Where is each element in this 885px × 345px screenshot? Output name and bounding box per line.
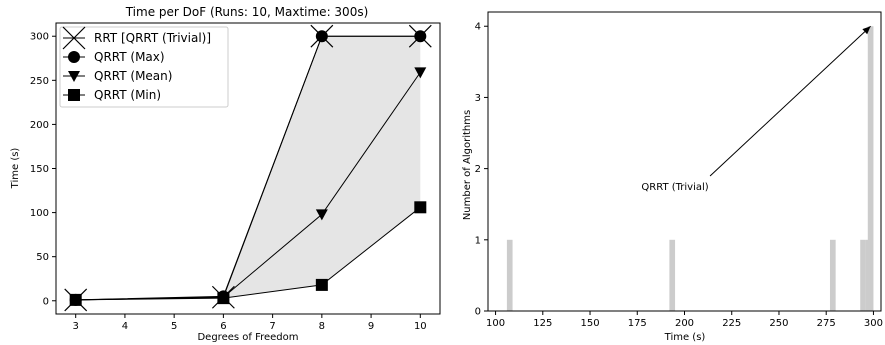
x-tick-label: 7 <box>269 321 275 332</box>
legend-marker-triangle-down <box>68 71 80 82</box>
histogram-bar <box>506 239 513 311</box>
x-tick-label: 8 <box>319 321 325 332</box>
data-point-triangle-down <box>315 209 328 221</box>
y-axis-label: Time (s) <box>10 148 21 190</box>
x-axis-label: Degrees of Freedom <box>197 332 298 343</box>
data-point-square <box>69 293 82 306</box>
time-per-dof-chart: Time per DoF (Runs: 10, Maxtime: 300s) 3… <box>10 5 441 343</box>
y-axis-label: Number of Algorithms <box>462 110 473 220</box>
data-point-triangle-down <box>414 67 427 79</box>
x-tick-label: 300 <box>864 318 883 329</box>
legend-marker-x <box>62 26 86 50</box>
x-tick-label: 225 <box>722 318 741 329</box>
x-tick-label: 9 <box>368 321 374 332</box>
legend-label: QRRT (Max) <box>94 50 165 64</box>
series-line-square <box>75 206 421 301</box>
y-tick-label: 0 <box>475 307 481 318</box>
x-ticks: 3 4 5 6 7 8 9 10 <box>73 314 427 332</box>
data-point-circle <box>315 30 328 43</box>
legend-box <box>59 26 229 108</box>
time-histogram-chart: QRRT (Trivial) 100 125 150 175 200 225 250 275 3… <box>462 11 883 343</box>
fill-layer <box>75 36 421 300</box>
y-tick-label: 150 <box>30 164 49 175</box>
x-tick-label: 6 <box>220 321 226 332</box>
x-tick-label: 250 <box>769 318 788 329</box>
x-tick-label: 3 <box>73 321 79 332</box>
x-tick-label: 175 <box>628 318 647 329</box>
chart-title: Time per DoF (Runs: 10, Maxtime: 300s) <box>125 5 369 19</box>
y-tick-label: 1 <box>475 235 481 246</box>
bars-layer <box>506 26 874 311</box>
annotation: QRRT (Trivial) <box>641 25 871 193</box>
x-tick-label: 125 <box>533 318 552 329</box>
legend-label: RRT [QRRT (Trivial)] <box>94 31 211 45</box>
y-tick-label: 200 <box>30 120 49 131</box>
data-point-square <box>217 292 230 305</box>
y-tick-label: 100 <box>30 208 49 219</box>
histogram-bar <box>860 239 866 311</box>
x-tick-label: 10 <box>414 321 427 332</box>
x-tick-label: 200 <box>675 318 694 329</box>
legend: RRT [QRRT (Trivial)] QRRT (Max) QRRT (Mean… <box>59 26 229 108</box>
lines-layer <box>75 35 421 301</box>
data-point-circle <box>414 30 427 43</box>
y-tick-label: 300 <box>30 32 49 43</box>
x-axis-label: Time (s) <box>664 332 706 343</box>
y-tick-label: 0 <box>43 296 49 307</box>
y-ticks: 0 1 2 3 4 <box>475 22 488 318</box>
y-ticks: 0 50 100 150 200 250 300 <box>30 32 56 307</box>
histogram-bar <box>829 239 836 311</box>
y-tick-label: 4 <box>475 22 481 33</box>
data-point-square <box>414 201 427 214</box>
legend-label: QRRT (Min) <box>94 88 161 102</box>
histogram-bar <box>669 239 676 311</box>
annotation-arrow-line <box>709 25 871 177</box>
min-max-band <box>75 36 421 300</box>
legend-marker-square <box>68 89 80 101</box>
markers-layer <box>64 24 432 312</box>
y-tick-label: 3 <box>475 93 481 104</box>
data-point-square <box>315 278 328 291</box>
y-tick-label: 2 <box>475 164 481 175</box>
x-tick-label: 5 <box>171 321 177 332</box>
x-tick-label: 4 <box>122 321 128 332</box>
annotation-label: QRRT (Trivial) <box>641 182 708 193</box>
plot-area <box>488 12 881 311</box>
x-ticks: 100 125 150 175 200 225 250 275 300 <box>486 311 883 329</box>
x-tick-label: 275 <box>817 318 836 329</box>
y-tick-label: 250 <box>30 76 49 87</box>
annotation-arrow-head <box>862 26 871 35</box>
y-tick-label: 50 <box>36 252 49 263</box>
x-tick-label: 150 <box>580 318 599 329</box>
legend-marker-circle <box>68 51 80 63</box>
legend-label: QRRT (Mean) <box>94 69 172 83</box>
histogram-bar <box>867 26 874 311</box>
x-tick-label: 100 <box>486 318 505 329</box>
